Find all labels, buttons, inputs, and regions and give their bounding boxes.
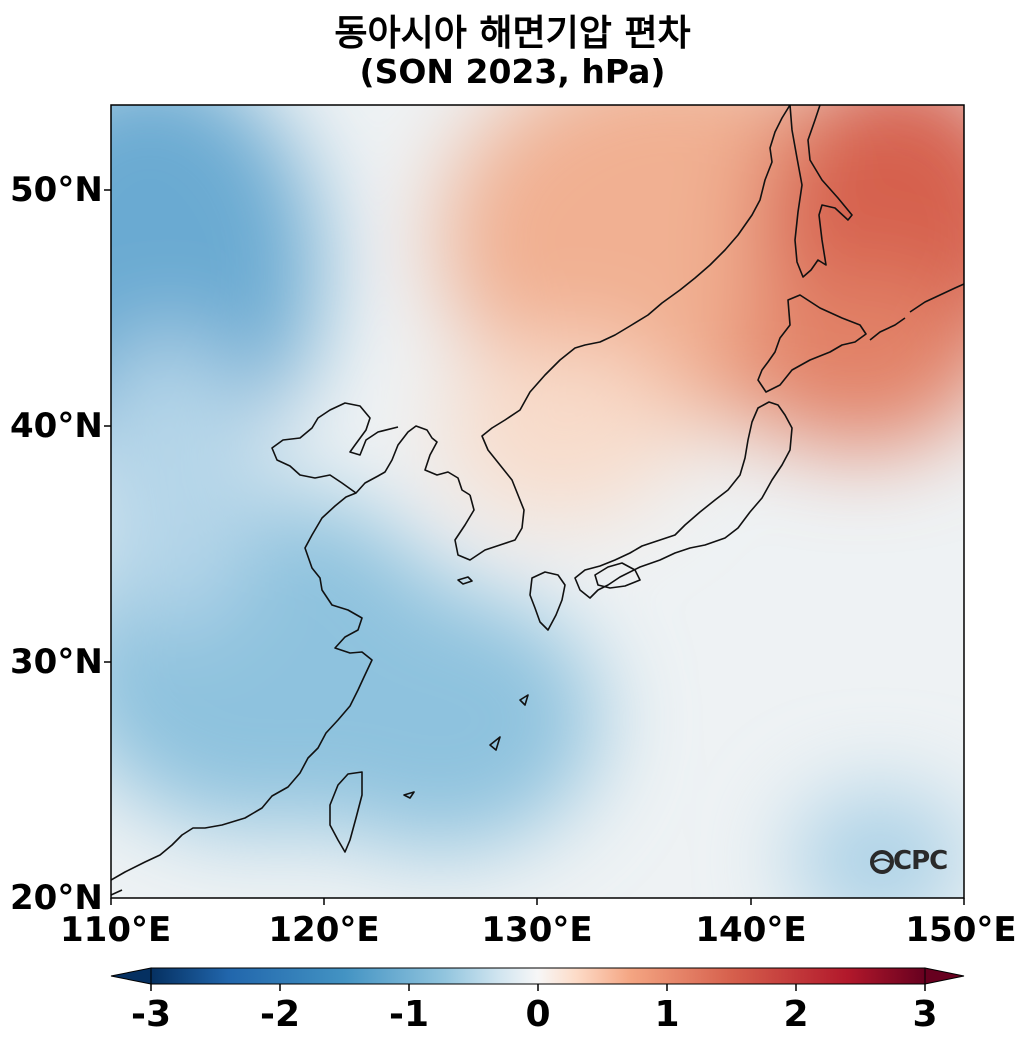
x-tick-110e: 110°E [60, 910, 172, 950]
x-tick-150e: 150°E [905, 910, 1017, 950]
ocpc-logo: CPC [893, 846, 948, 876]
x-tick-120e: 120°E [268, 910, 380, 950]
colorbar-tick-minus3: -3 [131, 994, 171, 1035]
y-tick-40n: 40°N [10, 406, 103, 446]
kuril-1 [869, 317, 906, 341]
ryukyu-1 [519, 694, 529, 706]
x-tick-140e: 140°E [695, 910, 807, 950]
china-coast [111, 425, 471, 881]
ryukyu-2 [489, 736, 501, 751]
ryukyu-3 [403, 791, 415, 799]
colorbar-tick-2: 2 [783, 994, 809, 1035]
y-tick-30n: 30°N [10, 642, 103, 682]
ocpc-logo-mark [870, 850, 894, 874]
y-tick-20n: 20°N [10, 878, 103, 918]
kyushu [529, 571, 566, 631]
colorbar-tick-minus2: -2 [260, 994, 300, 1035]
y-tick-50n: 50°N [10, 170, 103, 210]
jeju [457, 576, 473, 585]
coastlines [111, 105, 964, 896]
hainan-tip [111, 889, 123, 896]
tick-marks [104, 189, 965, 905]
taiwan [329, 771, 363, 853]
shikoku [594, 562, 641, 589]
map-title: 동아시아 해면기압 편차 [334, 13, 691, 54]
colorbar [110, 967, 965, 991]
korea-coast [454, 105, 791, 561]
map-subtitle: (SON 2023, hPa) [359, 52, 666, 91]
colorbar-tick-minus1: -1 [389, 994, 429, 1035]
colorbar-tick-1: 1 [654, 994, 680, 1035]
sakhalin [789, 105, 853, 278]
kuril-2 [909, 283, 964, 313]
hokkaido [757, 294, 867, 393]
colorbar-tick-0: 0 [525, 994, 551, 1035]
colorbar-tick-3: 3 [912, 994, 938, 1035]
x-tick-130e: 130°E [481, 910, 593, 950]
honshu [574, 401, 793, 599]
anomaly-field [111, 105, 964, 898]
bohai-coast [271, 402, 399, 494]
